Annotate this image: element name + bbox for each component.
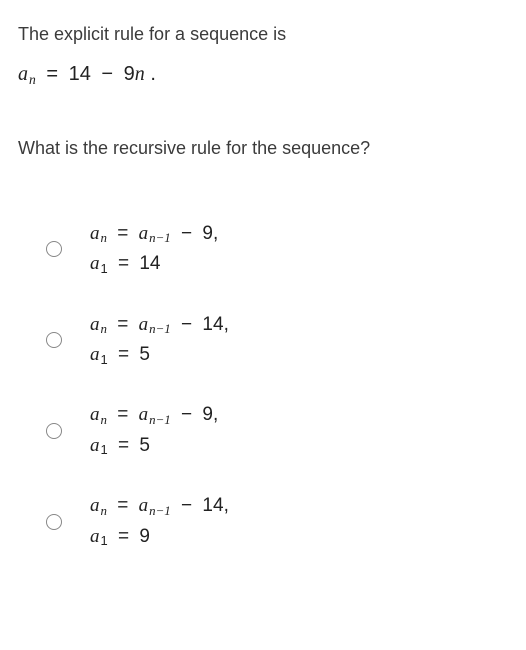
option-2[interactable]: an = an−1 − 14, a1 = 5 [46,310,508,371]
question-text-line-2: What is the recursive rule for the seque… [18,138,508,159]
option-3-formula: an = an−1 − 9, a1 = 5 [90,400,218,461]
question-text-line-1: The explicit rule for a sequence is [18,24,508,45]
option-3[interactable]: an = an−1 − 9, a1 = 5 [46,400,508,461]
option-2-formula: an = an−1 − 14, a1 = 5 [90,310,229,371]
question-page: The explicit rule for a sequence is an =… [0,0,526,606]
formula-op: − [96,63,118,85]
formula-var-n: n [135,63,145,85]
formula-var-a: a [18,63,28,85]
formula-coef: 9 [124,63,135,85]
explicit-formula: an = 14 − 9n . [18,63,508,88]
option-1[interactable]: an = an−1 − 9, a1 = 14 [46,219,508,280]
radio-icon[interactable] [46,332,62,348]
option-4[interactable]: an = an−1 − 14, a1 = 9 [46,491,508,552]
options-group: an = an−1 − 9, a1 = 14 an = an−1 [18,219,508,552]
radio-icon[interactable] [46,423,62,439]
option-4-formula: an = an−1 − 14, a1 = 9 [90,491,229,552]
formula-period: . [150,63,156,85]
formula-eq: = [41,63,63,85]
formula-const: 14 [69,63,91,85]
radio-icon[interactable] [46,241,62,257]
radio-icon[interactable] [46,514,62,530]
option-1-formula: an = an−1 − 9, a1 = 14 [90,219,218,280]
formula-sub-n: n [28,72,36,87]
